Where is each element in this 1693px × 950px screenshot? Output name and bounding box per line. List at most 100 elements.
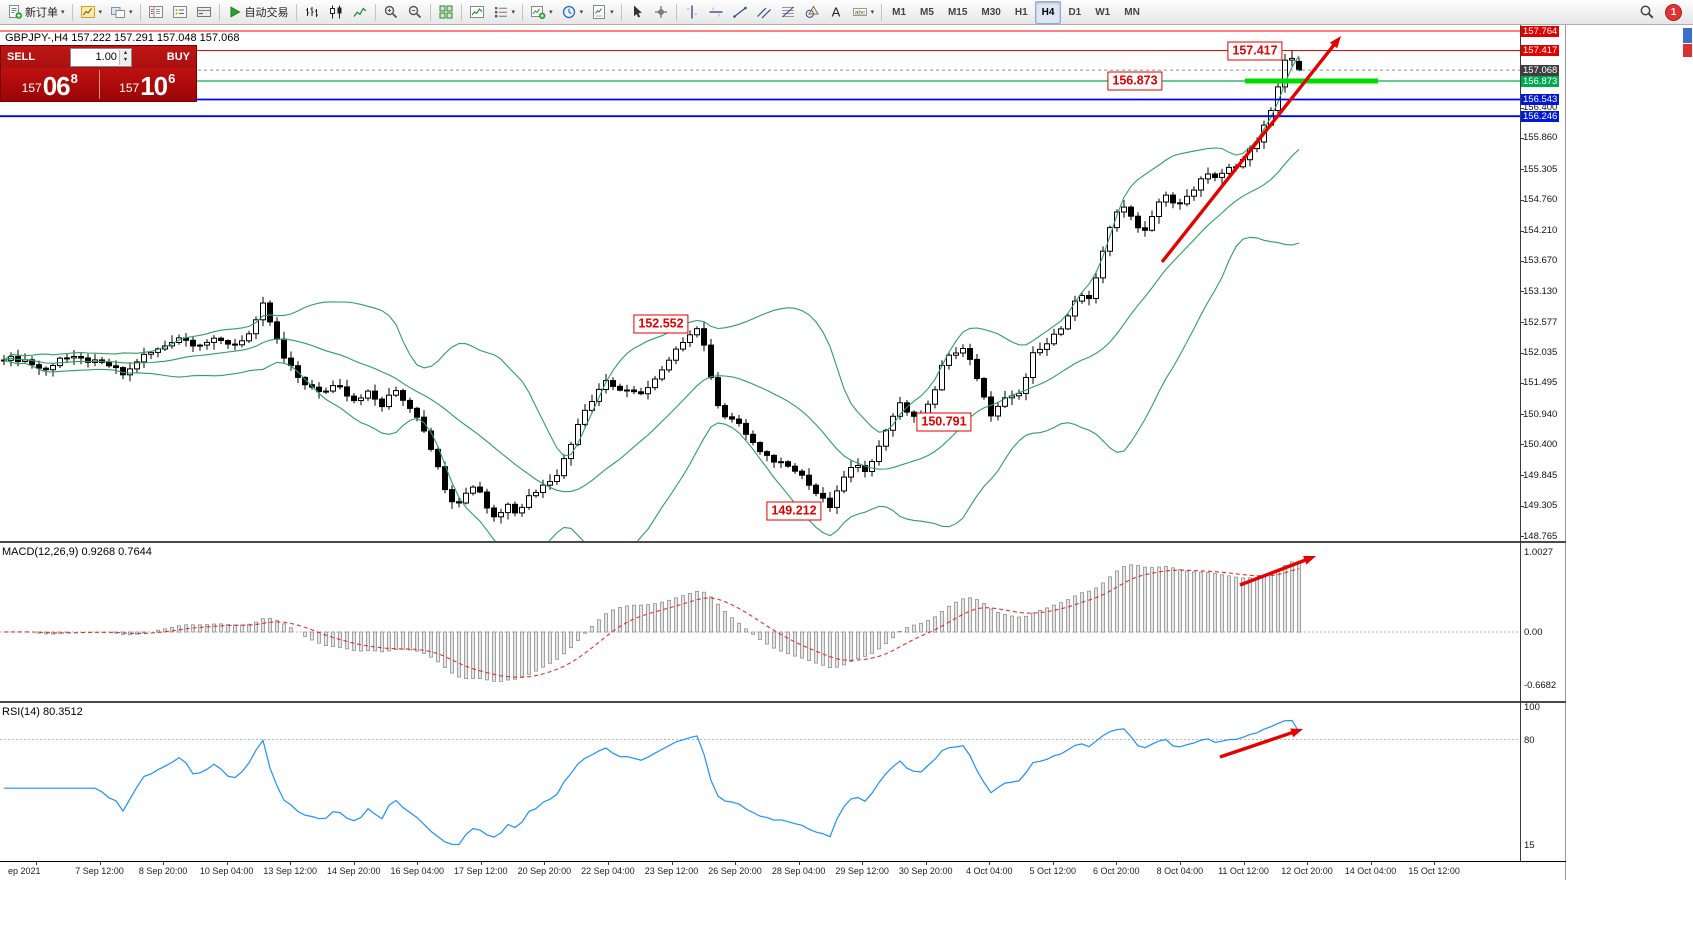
price-annotation-flag[interactable]: 149.212 xyxy=(766,501,822,521)
search-button[interactable] xyxy=(1635,1,1659,24)
candle-body xyxy=(1072,300,1078,317)
add-indicator-button[interactable]: ▾ xyxy=(526,1,557,24)
candle-body xyxy=(197,344,203,347)
rsi-axis-label: 100 xyxy=(1524,702,1540,714)
candle-body xyxy=(1219,172,1225,178)
market-watch-button[interactable] xyxy=(144,1,168,24)
candle-body xyxy=(1226,166,1232,174)
price-annotation-flag[interactable]: 157.417 xyxy=(1227,41,1283,60)
buy-button[interactable]: BUY xyxy=(166,51,190,63)
time-axis-label: 11 Oct 12:00 xyxy=(1218,866,1269,876)
terminal-button[interactable] xyxy=(192,1,216,24)
candle-body xyxy=(1289,57,1295,61)
candle-body xyxy=(1121,206,1127,213)
scroll-thumb[interactable] xyxy=(1683,28,1692,43)
macd-histogram-bar xyxy=(1262,576,1266,633)
candle-body xyxy=(498,512,504,518)
buy-price[interactable]: 157 10 6 xyxy=(99,68,197,101)
candle-body xyxy=(855,465,861,468)
channel-button[interactable] xyxy=(752,1,776,24)
shapes-icon xyxy=(805,5,819,18)
vertical-line-button[interactable] xyxy=(680,1,704,24)
macd-histogram-bar xyxy=(1024,615,1028,633)
macd-histogram-bar xyxy=(1073,595,1077,633)
trend-arrow-head[interactable] xyxy=(1329,36,1341,49)
templates-button[interactable]: ▾ xyxy=(587,1,618,24)
macd-histogram-bar xyxy=(688,593,692,633)
trendline-button[interactable] xyxy=(728,1,752,24)
macd-histogram-bar xyxy=(1227,575,1231,633)
templates-icon xyxy=(593,5,606,19)
candle-body xyxy=(379,398,385,408)
arrow-tools-button[interactable]: abc ▾ xyxy=(848,1,879,24)
trend-arrow-head[interactable] xyxy=(1303,556,1316,565)
zoom-out-button[interactable] xyxy=(403,1,427,24)
tile-windows-button[interactable] xyxy=(434,1,458,24)
candle-body xyxy=(253,319,259,335)
price-annotation-flag[interactable]: 156.873 xyxy=(1107,71,1163,91)
fibonacci-button[interactable] xyxy=(776,1,800,24)
line-chart-button[interactable] xyxy=(348,1,372,24)
trend-arrow-line[interactable] xyxy=(1239,556,1311,587)
macd-histogram-bar xyxy=(814,631,818,664)
zoom-in-button[interactable] xyxy=(379,1,403,24)
price-axis-label: 155.860 xyxy=(1523,132,1558,144)
price-annotation-flag[interactable]: 150.791 xyxy=(916,412,972,432)
candle-chart-button[interactable] xyxy=(324,1,348,24)
candle-body xyxy=(288,357,294,367)
volume-up-button[interactable]: ▲ xyxy=(119,49,131,57)
candle-body xyxy=(785,461,791,467)
trend-arrow-line[interactable] xyxy=(1160,40,1339,264)
timeframe-m15-button[interactable]: M15 xyxy=(947,6,968,18)
bar-chart-button[interactable] xyxy=(300,1,324,24)
indicators-button[interactable] xyxy=(465,1,489,24)
timeframe-w1-button[interactable]: W1 xyxy=(1095,6,1111,18)
timeframe-h4-button[interactable]: H4 xyxy=(1034,0,1062,24)
macd-histogram-bar xyxy=(373,631,377,652)
horizontal-line-button[interactable] xyxy=(704,1,728,24)
timeframe-mn-button[interactable]: MN xyxy=(1124,6,1140,18)
time-axis-tick xyxy=(544,862,546,865)
time-axis-label: 29 Sep 12:00 xyxy=(835,866,889,876)
volume-down-button[interactable]: ▼ xyxy=(119,57,131,65)
sell-price[interactable]: 157 06 8 xyxy=(1,68,99,101)
timeframe-d1-button[interactable]: D1 xyxy=(1068,6,1082,18)
candle-body xyxy=(1142,227,1148,231)
price-annotation-flag[interactable]: 152.552 xyxy=(633,314,689,333)
macd-histogram-bar xyxy=(289,627,293,633)
trend-arrow-line[interactable] xyxy=(1219,729,1297,759)
auto-trading-button[interactable]: 自动交易 xyxy=(223,1,293,24)
text-button[interactable]: A xyxy=(824,1,848,24)
price-axis-tick xyxy=(1520,475,1524,477)
caret-down-icon: ▾ xyxy=(98,9,103,16)
timeframe-h1-button[interactable]: H1 xyxy=(1014,6,1028,18)
macd-histogram-bar xyxy=(744,628,748,633)
macd-histogram-bar xyxy=(1129,564,1133,633)
new-chart-button[interactable]: ▾ xyxy=(76,1,107,24)
timeframe-m30-button[interactable]: M30 xyxy=(981,6,1001,18)
cursor-button[interactable] xyxy=(625,1,649,24)
buy-price-main: 10 xyxy=(140,71,168,101)
macd-histogram-bar xyxy=(1010,615,1014,633)
sell-button[interactable]: SELL xyxy=(7,51,36,63)
periods-button[interactable]: ▾ xyxy=(557,1,588,24)
panel-separator[interactable] xyxy=(0,701,1566,703)
shapes-button[interactable] xyxy=(800,1,824,24)
profiles-button[interactable]: ▾ xyxy=(106,1,137,24)
timeframe-m1-button[interactable]: M1 xyxy=(892,6,907,18)
new-order-button[interactable]: 新订单 ▾ xyxy=(3,1,69,24)
macd-histogram-bar xyxy=(1038,610,1042,633)
indicator-list-button[interactable]: ▾ xyxy=(489,1,520,24)
volume-input[interactable] xyxy=(70,51,119,63)
macd-histogram-bar xyxy=(464,631,468,679)
candle-body xyxy=(708,344,714,379)
price-axis-label: 155.305 xyxy=(1523,163,1558,175)
panel-separator[interactable] xyxy=(0,541,1566,543)
timeframe-m5-button[interactable]: M5 xyxy=(920,6,934,18)
navigator-button[interactable] xyxy=(168,1,192,24)
notification-badge[interactable]: 1 xyxy=(1665,3,1682,21)
macd-histogram-bar xyxy=(842,631,846,666)
crosshair-button[interactable] xyxy=(649,1,673,24)
trend-arrow-head[interactable] xyxy=(1290,728,1303,738)
